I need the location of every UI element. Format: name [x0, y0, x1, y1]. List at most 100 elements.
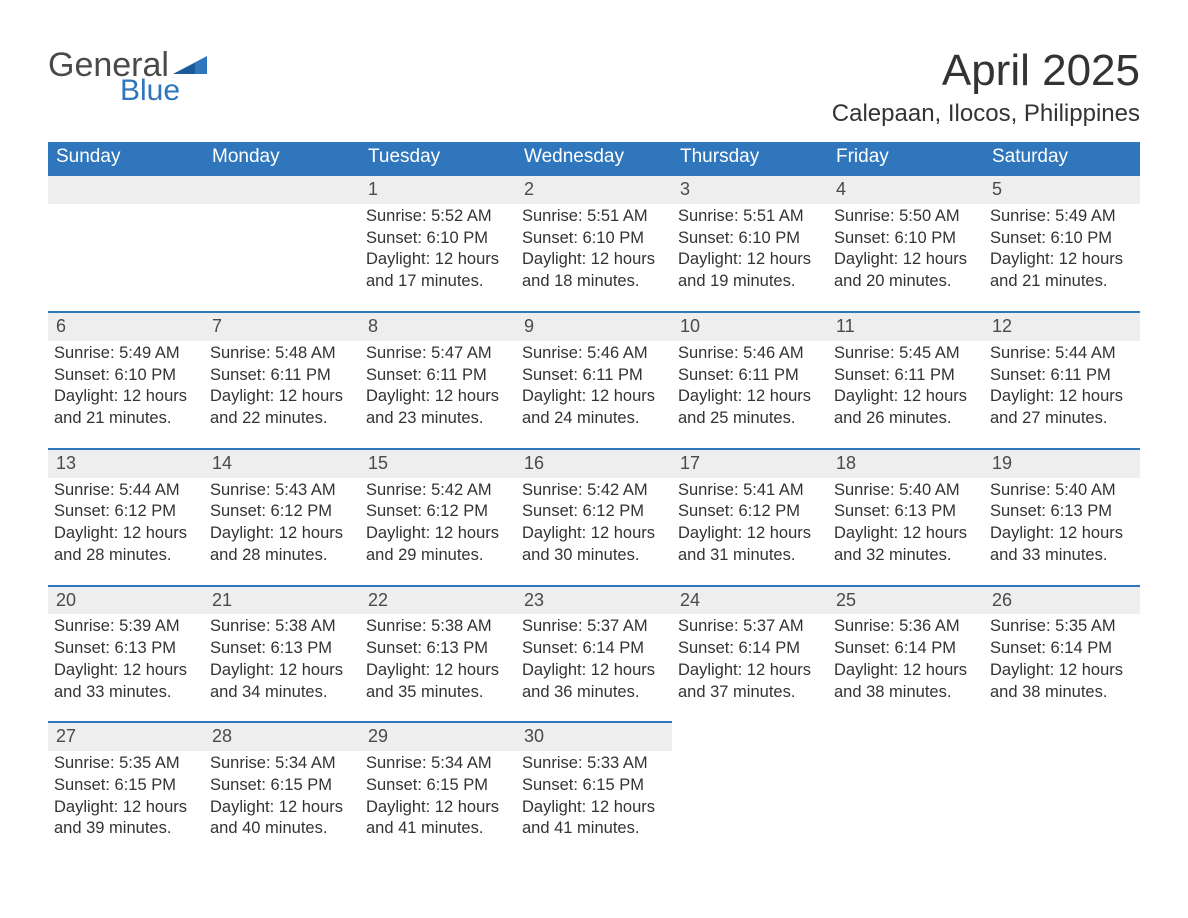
sunset-line: Sunset: 6:10 PM	[522, 228, 666, 250]
day-detail-cell: Sunrise: 5:44 AMSunset: 6:12 PMDaylight:…	[48, 478, 204, 586]
day-number-cell	[984, 722, 1140, 751]
day-detail-row: Sunrise: 5:39 AMSunset: 6:13 PMDaylight:…	[48, 614, 1140, 722]
daylight-line-2: and 38 minutes.	[834, 682, 978, 704]
day-number-cell: 7	[204, 312, 360, 341]
sunset-line: Sunset: 6:10 PM	[366, 228, 510, 250]
sunrise-line: Sunrise: 5:51 AM	[522, 206, 666, 228]
sunrise-line: Sunrise: 5:52 AM	[366, 206, 510, 228]
day-detail-cell: Sunrise: 5:47 AMSunset: 6:11 PMDaylight:…	[360, 341, 516, 449]
sunset-line: Sunset: 6:11 PM	[990, 365, 1134, 387]
sunset-line: Sunset: 6:13 PM	[834, 501, 978, 523]
day-detail-cell: Sunrise: 5:35 AMSunset: 6:15 PMDaylight:…	[48, 751, 204, 858]
day-number-cell: 22	[360, 586, 516, 615]
day-detail-cell: Sunrise: 5:49 AMSunset: 6:10 PMDaylight:…	[48, 341, 204, 449]
day-detail-cell: Sunrise: 5:37 AMSunset: 6:14 PMDaylight:…	[672, 614, 828, 722]
sunrise-line: Sunrise: 5:40 AM	[990, 480, 1134, 502]
day-detail-cell	[48, 204, 204, 312]
sunrise-line: Sunrise: 5:42 AM	[366, 480, 510, 502]
sunrise-line: Sunrise: 5:35 AM	[990, 616, 1134, 638]
day-detail-cell: Sunrise: 5:45 AMSunset: 6:11 PMDaylight:…	[828, 341, 984, 449]
day-number-cell: 29	[360, 722, 516, 751]
location-subtitle: Calepaan, Ilocos, Philippines	[832, 100, 1140, 128]
sunset-line: Sunset: 6:15 PM	[522, 775, 666, 797]
daylight-line-1: Daylight: 12 hours	[522, 797, 666, 819]
day-number-cell: 20	[48, 586, 204, 615]
day-detail-cell: Sunrise: 5:40 AMSunset: 6:13 PMDaylight:…	[984, 478, 1140, 586]
day-number-cell: 11	[828, 312, 984, 341]
day-number-cell: 26	[984, 586, 1140, 615]
day-detail-cell	[672, 751, 828, 858]
weekday-header: Wednesday	[516, 142, 672, 175]
sunrise-line: Sunrise: 5:44 AM	[990, 343, 1134, 365]
day-detail-row: Sunrise: 5:35 AMSunset: 6:15 PMDaylight:…	[48, 751, 1140, 858]
daylight-line-1: Daylight: 12 hours	[834, 523, 978, 545]
day-detail-cell: Sunrise: 5:38 AMSunset: 6:13 PMDaylight:…	[204, 614, 360, 722]
daylight-line-2: and 33 minutes.	[54, 682, 198, 704]
daylight-line-1: Daylight: 12 hours	[834, 386, 978, 408]
sunrise-line: Sunrise: 5:38 AM	[210, 616, 354, 638]
sunrise-line: Sunrise: 5:43 AM	[210, 480, 354, 502]
sunrise-line: Sunrise: 5:48 AM	[210, 343, 354, 365]
day-detail-cell: Sunrise: 5:39 AMSunset: 6:13 PMDaylight:…	[48, 614, 204, 722]
sunrise-line: Sunrise: 5:34 AM	[366, 753, 510, 775]
day-detail-cell	[204, 204, 360, 312]
day-number-cell: 5	[984, 175, 1140, 204]
day-number-cell: 18	[828, 449, 984, 478]
sunset-line: Sunset: 6:13 PM	[54, 638, 198, 660]
day-number-cell: 30	[516, 722, 672, 751]
day-detail-cell: Sunrise: 5:50 AMSunset: 6:10 PMDaylight:…	[828, 204, 984, 312]
day-detail-cell: Sunrise: 5:43 AMSunset: 6:12 PMDaylight:…	[204, 478, 360, 586]
daylight-line-2: and 37 minutes.	[678, 682, 822, 704]
daylight-line-2: and 34 minutes.	[210, 682, 354, 704]
day-detail-cell: Sunrise: 5:33 AMSunset: 6:15 PMDaylight:…	[516, 751, 672, 858]
day-detail-cell: Sunrise: 5:52 AMSunset: 6:10 PMDaylight:…	[360, 204, 516, 312]
day-detail-row: Sunrise: 5:49 AMSunset: 6:10 PMDaylight:…	[48, 341, 1140, 449]
day-number-row: 27282930	[48, 722, 1140, 751]
sunrise-line: Sunrise: 5:47 AM	[366, 343, 510, 365]
daylight-line-1: Daylight: 12 hours	[210, 660, 354, 682]
daylight-line-2: and 38 minutes.	[990, 682, 1134, 704]
daylight-line-2: and 19 minutes.	[678, 271, 822, 293]
sunrise-line: Sunrise: 5:40 AM	[834, 480, 978, 502]
brand-word-2: Blue	[120, 76, 207, 106]
daylight-line-1: Daylight: 12 hours	[522, 249, 666, 271]
daylight-line-2: and 23 minutes.	[366, 408, 510, 430]
sunset-line: Sunset: 6:12 PM	[54, 501, 198, 523]
day-detail-cell: Sunrise: 5:51 AMSunset: 6:10 PMDaylight:…	[672, 204, 828, 312]
daylight-line-1: Daylight: 12 hours	[210, 523, 354, 545]
day-number-row: 20212223242526	[48, 586, 1140, 615]
weekday-header: Monday	[204, 142, 360, 175]
day-detail-cell: Sunrise: 5:40 AMSunset: 6:13 PMDaylight:…	[828, 478, 984, 586]
day-number-cell: 17	[672, 449, 828, 478]
daylight-line-1: Daylight: 12 hours	[54, 660, 198, 682]
sunset-line: Sunset: 6:12 PM	[522, 501, 666, 523]
sunset-line: Sunset: 6:15 PM	[54, 775, 198, 797]
day-number-cell: 4	[828, 175, 984, 204]
daylight-line-1: Daylight: 12 hours	[678, 386, 822, 408]
day-detail-cell: Sunrise: 5:44 AMSunset: 6:11 PMDaylight:…	[984, 341, 1140, 449]
daylight-line-1: Daylight: 12 hours	[366, 660, 510, 682]
brand-logo: General Blue	[48, 48, 207, 106]
daylight-line-1: Daylight: 12 hours	[366, 386, 510, 408]
sunset-line: Sunset: 6:13 PM	[990, 501, 1134, 523]
sunset-line: Sunset: 6:11 PM	[210, 365, 354, 387]
daylight-line-2: and 21 minutes.	[990, 271, 1134, 293]
daylight-line-2: and 30 minutes.	[522, 545, 666, 567]
daylight-line-1: Daylight: 12 hours	[990, 249, 1134, 271]
sunrise-line: Sunrise: 5:35 AM	[54, 753, 198, 775]
day-number-cell	[672, 722, 828, 751]
day-detail-cell: Sunrise: 5:48 AMSunset: 6:11 PMDaylight:…	[204, 341, 360, 449]
weekday-header: Tuesday	[360, 142, 516, 175]
daylight-line-2: and 28 minutes.	[54, 545, 198, 567]
sunrise-line: Sunrise: 5:46 AM	[522, 343, 666, 365]
daylight-line-1: Daylight: 12 hours	[678, 523, 822, 545]
daylight-line-2: and 29 minutes.	[366, 545, 510, 567]
daylight-line-2: and 36 minutes.	[522, 682, 666, 704]
day-number-cell: 23	[516, 586, 672, 615]
sunset-line: Sunset: 6:11 PM	[834, 365, 978, 387]
daylight-line-2: and 25 minutes.	[678, 408, 822, 430]
day-number-cell: 16	[516, 449, 672, 478]
day-number-cell: 24	[672, 586, 828, 615]
daylight-line-2: and 35 minutes.	[366, 682, 510, 704]
sunset-line: Sunset: 6:10 PM	[834, 228, 978, 250]
